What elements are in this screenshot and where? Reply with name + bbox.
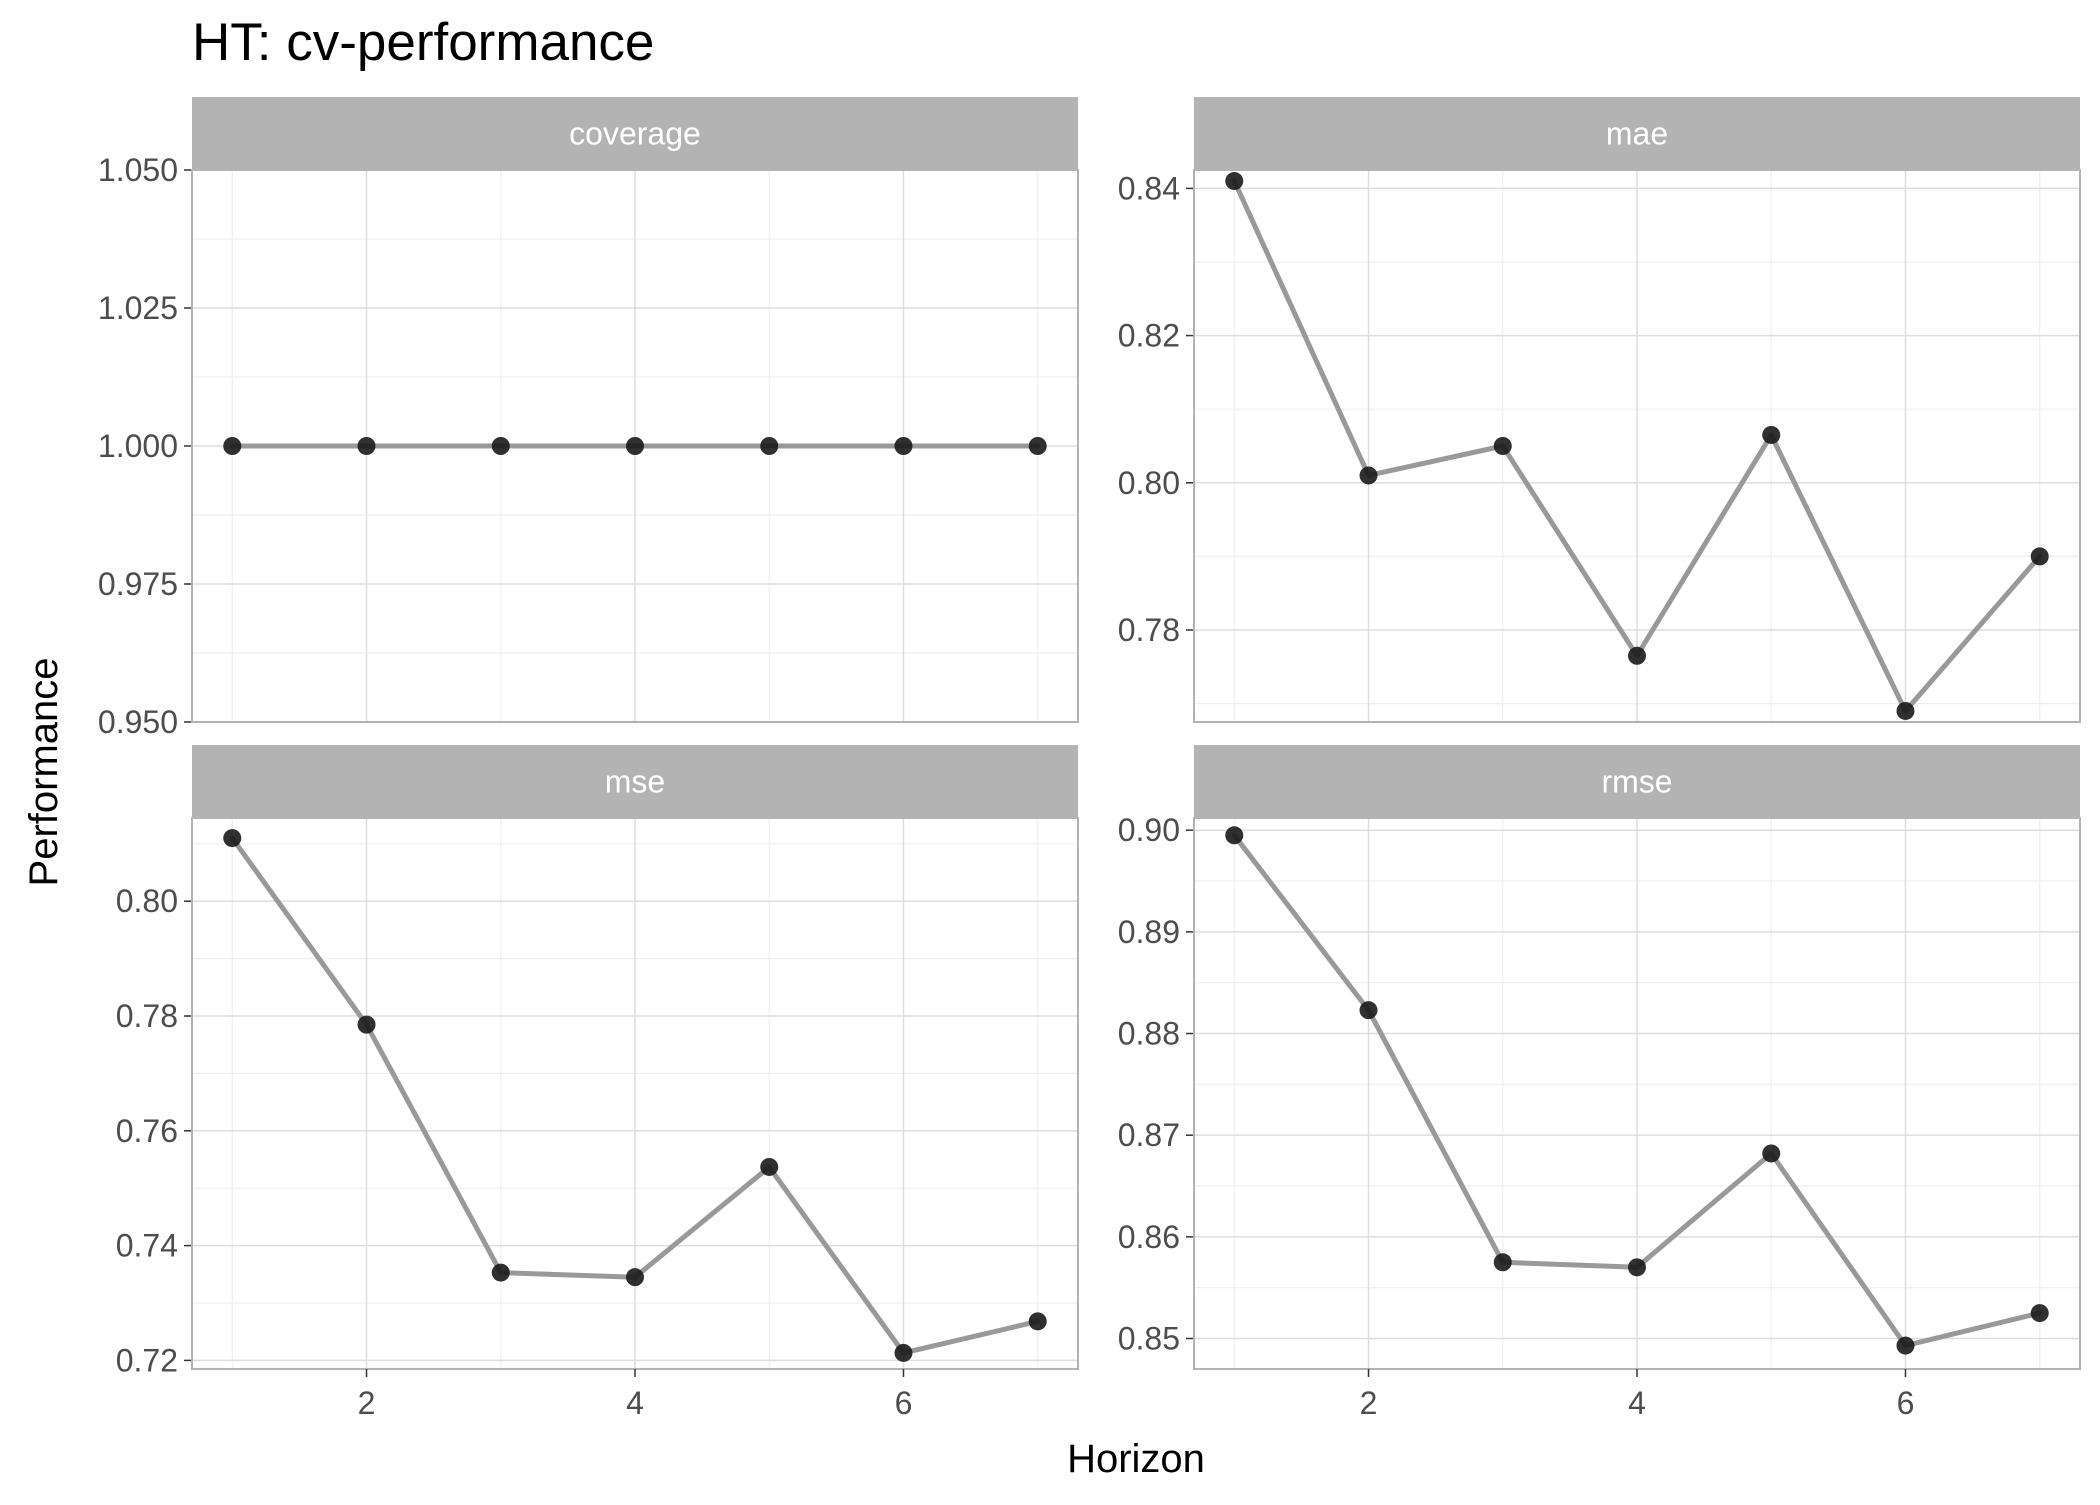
data-point (1896, 1336, 1915, 1355)
data-point (760, 1157, 779, 1176)
facet-strip (1194, 97, 2080, 170)
facet-panels: 0.950 0.975 1.000 1.025 1.050 coverage 0.78 0.8… (98, 97, 2081, 1421)
y-tick-label: 0.80 (1118, 465, 1180, 501)
data-point (1359, 466, 1378, 485)
y-tick-label: 0.88 (1118, 1016, 1180, 1052)
data-point (626, 1268, 644, 1287)
facet-strip-label: mae (1606, 116, 1668, 152)
y-axis-title: Performance (22, 658, 66, 887)
x-tick-label: 6 (895, 1385, 913, 1421)
y-tick-label: 0.78 (1118, 612, 1180, 648)
y-tick-label: 0.975 (98, 566, 178, 602)
facet-strip-label: rmse (1601, 764, 1672, 800)
x-tick-label: 2 (358, 1385, 376, 1421)
data-point (491, 437, 510, 455)
data-point (357, 437, 376, 455)
y-tick-label: 1.025 (98, 290, 178, 326)
data-point (1225, 826, 1244, 845)
data-point (357, 1015, 376, 1034)
y-tick-label: 0.85 (1118, 1321, 1180, 1357)
x-tick-label: 6 (1897, 1385, 1915, 1421)
data-point (1762, 425, 1781, 444)
data-point (491, 1263, 510, 1282)
data-point (1896, 701, 1915, 720)
data-point (1493, 1253, 1512, 1272)
y-tick-label: 0.86 (1118, 1219, 1180, 1255)
x-axis-title: Horizon (1067, 1437, 1205, 1481)
y-tick-label: 0.76 (116, 1113, 178, 1149)
data-point (1028, 437, 1047, 455)
x-tick-label: 4 (626, 1385, 644, 1421)
data-point (2030, 1304, 2049, 1323)
facet-panel-rmse: 0.85 0.86 0.87 0.88 0.89 0.90 rmse 2 4 6 (1118, 745, 2081, 1421)
y-tick-label: 0.82 (1118, 318, 1180, 354)
y-tick-label: 0.84 (1118, 170, 1180, 206)
x-tick-label: 4 (1628, 1385, 1646, 1421)
data-point (1493, 437, 1512, 455)
y-tick-label: 0.950 (98, 704, 178, 740)
data-point (223, 829, 242, 848)
y-tick-label: 0.74 (116, 1228, 178, 1264)
y-tick-label: 0.87 (1118, 1117, 1180, 1153)
facet-strip-label: mse (605, 764, 665, 800)
chart-title: HT: cv-performance (192, 13, 654, 72)
facet-strip (1194, 745, 2080, 818)
facet-strip (192, 745, 1078, 818)
y-tick-label: 0.90 (1118, 812, 1180, 848)
y-tick-label: 1.000 (98, 428, 178, 464)
data-point (626, 437, 644, 455)
data-point (1628, 646, 1646, 665)
data-point (2030, 547, 2049, 566)
data-point (894, 1343, 913, 1362)
data-point (1628, 1258, 1646, 1277)
y-tick-label: 0.72 (116, 1342, 178, 1378)
x-tick-label: 2 (1360, 1385, 1378, 1421)
data-point (760, 437, 779, 455)
y-tick-label: 1.050 (98, 152, 178, 188)
facet-panel-mae: 0.78 0.80 0.82 0.84 mae (1118, 97, 2081, 723)
facet-panel-mse: 0.72 0.74 0.76 0.78 0.80 mse 2 4 6 (116, 745, 1079, 1421)
data-point (223, 437, 242, 455)
facet-strip-label: coverage (569, 116, 701, 152)
data-point (894, 437, 913, 455)
data-point (1762, 1144, 1781, 1163)
y-tick-label: 0.78 (116, 998, 178, 1034)
facet-strip (192, 97, 1078, 170)
y-tick-label: 0.80 (116, 883, 178, 919)
y-tick-label: 0.89 (1118, 914, 1180, 950)
data-point (1359, 1001, 1378, 1020)
data-point (1225, 172, 1244, 191)
facet-panel-coverage: 0.950 0.975 1.000 1.025 1.050 coverage (98, 97, 1079, 740)
data-point (1028, 1312, 1047, 1331)
